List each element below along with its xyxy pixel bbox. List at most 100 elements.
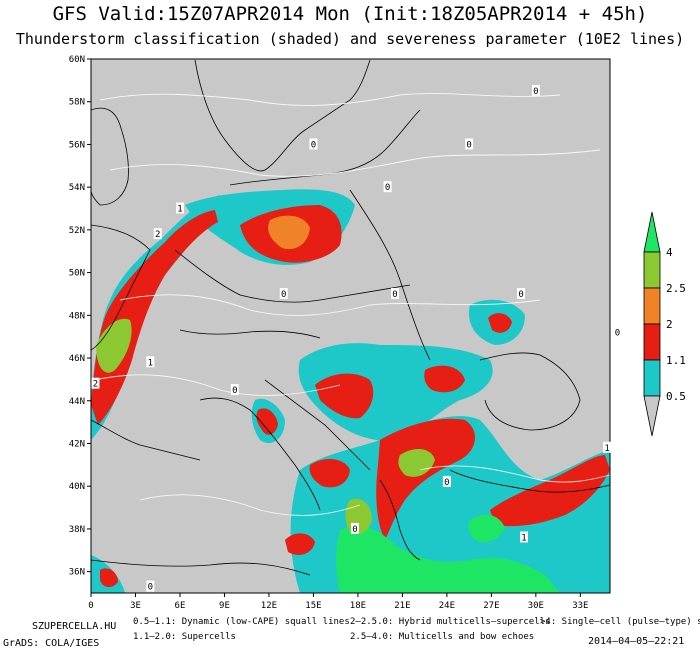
- contour-label: 0: [518, 290, 523, 300]
- lat-tick-label: 60N: [69, 55, 85, 65]
- shade-red-greece: [376, 418, 476, 540]
- colorbar-bottom-arrow: [643, 395, 661, 437]
- contour-label: 1: [521, 533, 526, 543]
- colorbar-top-arrow: [643, 211, 661, 253]
- contour-label: 0: [466, 140, 471, 150]
- contour-label: 2: [93, 380, 98, 390]
- colorbar-segment-2.5: [643, 251, 661, 289]
- contour-label-bg: [153, 228, 162, 240]
- lon-tick-label: 18E: [350, 601, 366, 611]
- contour-label-bg: [519, 531, 528, 543]
- coastline-scandinavia: [194, 59, 371, 172]
- border-eastern-europe: [349, 189, 431, 361]
- contour-label: 2: [155, 230, 160, 240]
- contour-label: 1: [177, 205, 182, 215]
- lon-tick-label: 27E: [483, 601, 499, 611]
- coastline-italy: [199, 397, 321, 511]
- shade-red-spain: [100, 568, 118, 588]
- colorbar-label: 4: [666, 246, 673, 259]
- contour-label: 0: [352, 525, 357, 535]
- coastline-black-sea: [479, 352, 581, 431]
- contour-line: [109, 149, 601, 177]
- colorbar-label: 1.1: [666, 354, 686, 367]
- border-central-europe: [174, 249, 411, 303]
- contour-label-bg: [465, 138, 474, 150]
- shade-red-italy: [256, 408, 278, 435]
- thunderstorm-shading: [91, 189, 610, 593]
- lat-tick-label: 56N: [69, 140, 85, 150]
- contour-label-bg: [230, 384, 239, 396]
- contour-label-bg: [91, 377, 100, 389]
- contour-line: [419, 465, 611, 483]
- lon-tick-label: 30E: [528, 601, 544, 611]
- map-subtitle: Thunderstorm classification (shaded) and…: [15, 30, 685, 48]
- contour-label: 0: [232, 386, 237, 396]
- contour-line: [139, 494, 361, 516]
- legend-text-2: 1.1–2.0: Supercells: [133, 632, 236, 642]
- colorbar-segment-2: [643, 287, 661, 325]
- shade-red-turkey: [490, 455, 610, 527]
- contour-label: 0: [281, 290, 286, 300]
- contour-label: 0: [444, 478, 449, 488]
- coastline-adriatic: [264, 379, 371, 471]
- colorbar: [643, 211, 661, 437]
- contour-label-bg: [390, 287, 399, 299]
- coastlines-borders: [90, 59, 611, 576]
- coastline-africa: [90, 559, 311, 576]
- contour-label: 0: [385, 183, 390, 193]
- contour-label-bg: [309, 138, 318, 150]
- shade-red-ukraine: [488, 313, 512, 333]
- source-label: SZUPERCELLA.HU: [32, 621, 117, 632]
- coastline-greece: [379, 479, 421, 561]
- lon-tick-label: 24E: [439, 601, 455, 611]
- contour-label: 0: [392, 290, 397, 300]
- contour-label-bg: [442, 475, 451, 487]
- lon-tick-label: 15E: [305, 601, 321, 611]
- grads-credit: GrADS: COLA/IGES: [3, 638, 100, 649]
- shade-red-serbia: [424, 365, 465, 393]
- coastline-baltic: [229, 109, 421, 186]
- map-frame: [90, 58, 611, 594]
- lat-tick-label: 48N: [69, 311, 85, 321]
- shade-red-sicily: [285, 533, 315, 555]
- lat-tick-label: 52N: [69, 226, 85, 236]
- lat-tick-label: 42N: [69, 439, 85, 449]
- legend-text-3: 2–2.5.0: Hybrid multicells–supercells: [350, 617, 551, 627]
- longitude-ticks: 0 3E 6E 9E 12E 15E 18E 21E 24E 27E 30E 33E: [88, 593, 588, 611]
- contour-label-bg: [531, 85, 540, 97]
- contour-label: 1: [604, 444, 609, 454]
- contour-label: 0: [311, 140, 316, 150]
- contour-label-bg: [175, 202, 184, 214]
- coastline-france-spain: [90, 224, 151, 351]
- contour-label-bg: [350, 522, 359, 534]
- legend-text-5: >4: Single–cell (pulse–type) storms: [540, 617, 700, 627]
- contour-label-bg: [279, 287, 288, 299]
- shade-red-south: [309, 458, 350, 488]
- legend-text-1: 0.5–1.1: Dynamic (low-CAPE) squall lines: [133, 617, 350, 627]
- lat-tick-label: 46N: [69, 354, 85, 364]
- contour-label-bg: [613, 326, 622, 338]
- lat-tick-label: 54N: [69, 183, 85, 193]
- coastline-turkey: [449, 469, 611, 493]
- contour-label-bg: [383, 181, 392, 193]
- lon-tick-label: 6E: [175, 601, 186, 611]
- lon-tick-label: 0: [88, 601, 93, 611]
- shade-red-balkans: [315, 373, 374, 419]
- contour-label: 0: [615, 328, 620, 338]
- contour-label-bg: [146, 580, 155, 592]
- lat-tick-label: 40N: [69, 482, 85, 492]
- colorbar-label: 2: [666, 318, 673, 331]
- lat-tick-label: 44N: [69, 397, 85, 407]
- contour-line: [119, 294, 541, 316]
- coastline-britain: [90, 107, 129, 206]
- colorbar-segment-1.1: [643, 323, 661, 361]
- map-title: GFS Valid:15Z07APR2014 Mon (Init:18Z05AP…: [52, 3, 648, 25]
- severeness-contours: [94, 93, 611, 516]
- lat-tick-label: 38N: [69, 525, 85, 535]
- contour-labels: 0 0 0 0 1 2 0 0 0 0 1 2 0 0 1 1 0 0: [91, 85, 622, 593]
- contour-label-bg: [603, 441, 612, 453]
- timestamp: 2014–04–05–22:21: [588, 636, 685, 647]
- lon-tick-label: 12E: [261, 601, 277, 611]
- contour-label: 0: [533, 87, 538, 97]
